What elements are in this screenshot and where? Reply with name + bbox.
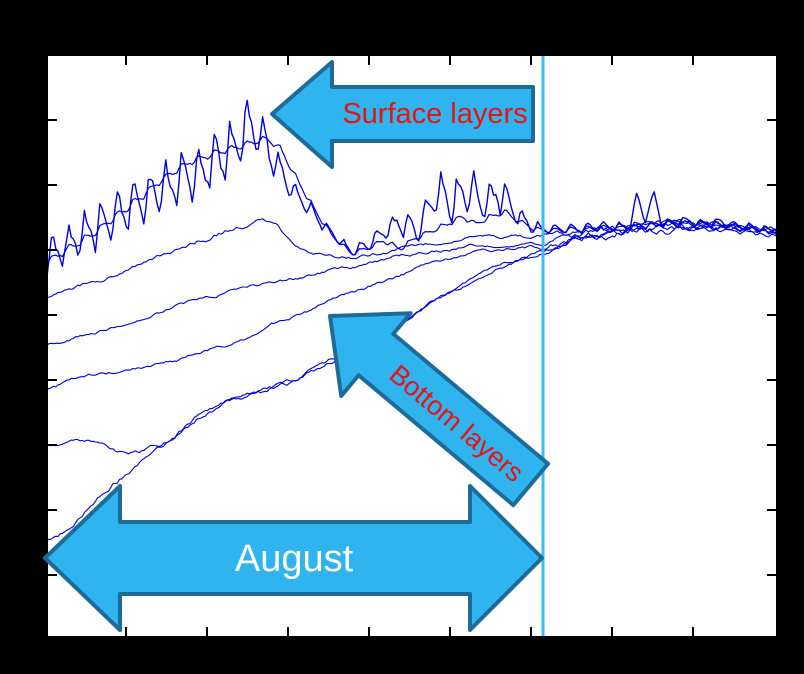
surface-layers-annotation: Surface layers <box>270 60 535 169</box>
temperature-series <box>47 99 777 541</box>
axis-ticks <box>48 56 776 636</box>
bottom-layers-arrow-icon <box>328 311 551 508</box>
series-line-surface-layer-2 <box>47 135 777 266</box>
axes-border <box>46 54 778 638</box>
series-line-bottom-layer-7 <box>47 222 777 541</box>
surface-layers-arrow-icon <box>270 60 535 169</box>
series-line-surface-layer-1 <box>47 99 777 277</box>
august-double-arrow-icon <box>43 484 544 632</box>
august-label: August <box>235 538 354 580</box>
august-annotation: August <box>43 484 544 632</box>
series-line-middle-layer-4 <box>47 218 777 346</box>
surface-layers-label: Surface layers <box>342 98 527 130</box>
